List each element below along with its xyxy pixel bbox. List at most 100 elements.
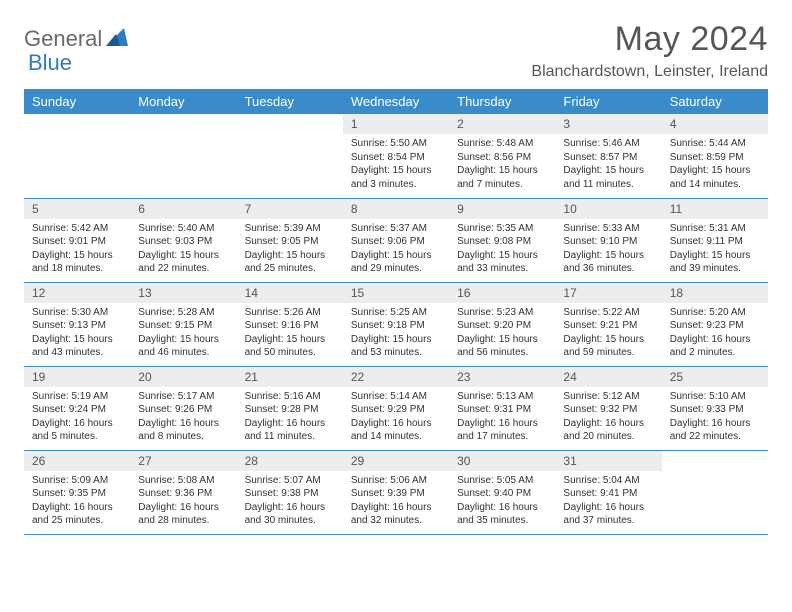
day-number: 3	[555, 114, 661, 134]
day-number: 29	[343, 451, 449, 471]
day-data: Sunrise: 5:48 AMSunset: 8:56 PMDaylight:…	[449, 134, 555, 196]
calendar-week-row: 5Sunrise: 5:42 AMSunset: 9:01 PMDaylight…	[24, 198, 768, 282]
calendar-week-row: 19Sunrise: 5:19 AMSunset: 9:24 PMDayligh…	[24, 366, 768, 450]
calendar-day-cell: 23Sunrise: 5:13 AMSunset: 9:31 PMDayligh…	[449, 366, 555, 450]
day-data: Sunrise: 5:22 AMSunset: 9:21 PMDaylight:…	[555, 303, 661, 365]
day-number: 17	[555, 283, 661, 303]
day-data: Sunrise: 5:37 AMSunset: 9:06 PMDaylight:…	[343, 219, 449, 281]
calendar-day-cell: 26Sunrise: 5:09 AMSunset: 9:35 PMDayligh…	[24, 450, 130, 534]
calendar-day-cell: 8Sunrise: 5:37 AMSunset: 9:06 PMDaylight…	[343, 198, 449, 282]
weekday-header: Saturday	[662, 89, 768, 114]
logo-word2: Blue	[28, 50, 72, 76]
day-number: 4	[662, 114, 768, 134]
day-number: 19	[24, 367, 130, 387]
calendar-day-cell: 29Sunrise: 5:06 AMSunset: 9:39 PMDayligh…	[343, 450, 449, 534]
calendar-day-cell: 5Sunrise: 5:42 AMSunset: 9:01 PMDaylight…	[24, 198, 130, 282]
day-number: 28	[237, 451, 343, 471]
day-number: 12	[24, 283, 130, 303]
calendar-week-row: 1Sunrise: 5:50 AMSunset: 8:54 PMDaylight…	[24, 114, 768, 198]
day-number: 20	[130, 367, 236, 387]
logo-mark-icon	[106, 28, 128, 51]
day-data: Sunrise: 5:28 AMSunset: 9:15 PMDaylight:…	[130, 303, 236, 365]
day-number: 10	[555, 199, 661, 219]
calendar-day-cell: 4Sunrise: 5:44 AMSunset: 8:59 PMDaylight…	[662, 114, 768, 198]
day-number: 21	[237, 367, 343, 387]
day-number: 23	[449, 367, 555, 387]
day-data: Sunrise: 5:33 AMSunset: 9:10 PMDaylight:…	[555, 219, 661, 281]
calendar-day-cell: 20Sunrise: 5:17 AMSunset: 9:26 PMDayligh…	[130, 366, 236, 450]
day-data: Sunrise: 5:06 AMSunset: 9:39 PMDaylight:…	[343, 471, 449, 533]
calendar-day-cell: 27Sunrise: 5:08 AMSunset: 9:36 PMDayligh…	[130, 450, 236, 534]
day-data: Sunrise: 5:40 AMSunset: 9:03 PMDaylight:…	[130, 219, 236, 281]
weekday-header: Sunday	[24, 89, 130, 114]
calendar-day-cell: 9Sunrise: 5:35 AMSunset: 9:08 PMDaylight…	[449, 198, 555, 282]
day-number: 8	[343, 199, 449, 219]
weekday-header: Thursday	[449, 89, 555, 114]
day-number: 16	[449, 283, 555, 303]
weekday-header: Wednesday	[343, 89, 449, 114]
calendar-day-cell: 6Sunrise: 5:40 AMSunset: 9:03 PMDaylight…	[130, 198, 236, 282]
calendar-day-cell: 22Sunrise: 5:14 AMSunset: 9:29 PMDayligh…	[343, 366, 449, 450]
day-number: 11	[662, 199, 768, 219]
day-data: Sunrise: 5:14 AMSunset: 9:29 PMDaylight:…	[343, 387, 449, 449]
calendar-day-cell: 10Sunrise: 5:33 AMSunset: 9:10 PMDayligh…	[555, 198, 661, 282]
day-number: 27	[130, 451, 236, 471]
weekday-header-row: SundayMondayTuesdayWednesdayThursdayFrid…	[24, 89, 768, 114]
calendar-table: SundayMondayTuesdayWednesdayThursdayFrid…	[24, 89, 768, 535]
header: General May 2024 Blanchardstown, Leinste…	[24, 20, 768, 81]
day-number: 25	[662, 367, 768, 387]
calendar-day-cell: 18Sunrise: 5:20 AMSunset: 9:23 PMDayligh…	[662, 282, 768, 366]
day-data: Sunrise: 5:26 AMSunset: 9:16 PMDaylight:…	[237, 303, 343, 365]
calendar-day-cell: 31Sunrise: 5:04 AMSunset: 9:41 PMDayligh…	[555, 450, 661, 534]
day-data: Sunrise: 5:39 AMSunset: 9:05 PMDaylight:…	[237, 219, 343, 281]
calendar-day-cell: 25Sunrise: 5:10 AMSunset: 9:33 PMDayligh…	[662, 366, 768, 450]
day-data: Sunrise: 5:42 AMSunset: 9:01 PMDaylight:…	[24, 219, 130, 281]
day-data: Sunrise: 5:31 AMSunset: 9:11 PMDaylight:…	[662, 219, 768, 281]
calendar-day-cell: 19Sunrise: 5:19 AMSunset: 9:24 PMDayligh…	[24, 366, 130, 450]
calendar-day-cell: 16Sunrise: 5:23 AMSunset: 9:20 PMDayligh…	[449, 282, 555, 366]
day-number: 1	[343, 114, 449, 134]
day-number: 30	[449, 451, 555, 471]
day-number: 13	[130, 283, 236, 303]
calendar-day-cell: 12Sunrise: 5:30 AMSunset: 9:13 PMDayligh…	[24, 282, 130, 366]
calendar-day-cell	[130, 114, 236, 198]
weekday-header: Tuesday	[237, 89, 343, 114]
calendar-body: 1Sunrise: 5:50 AMSunset: 8:54 PMDaylight…	[24, 114, 768, 534]
day-data: Sunrise: 5:13 AMSunset: 9:31 PMDaylight:…	[449, 387, 555, 449]
calendar-day-cell: 30Sunrise: 5:05 AMSunset: 9:40 PMDayligh…	[449, 450, 555, 534]
calendar-day-cell: 2Sunrise: 5:48 AMSunset: 8:56 PMDaylight…	[449, 114, 555, 198]
calendar-day-cell: 13Sunrise: 5:28 AMSunset: 9:15 PMDayligh…	[130, 282, 236, 366]
day-number: 26	[24, 451, 130, 471]
day-number: 6	[130, 199, 236, 219]
day-data: Sunrise: 5:25 AMSunset: 9:18 PMDaylight:…	[343, 303, 449, 365]
day-data: Sunrise: 5:12 AMSunset: 9:32 PMDaylight:…	[555, 387, 661, 449]
calendar-day-cell: 11Sunrise: 5:31 AMSunset: 9:11 PMDayligh…	[662, 198, 768, 282]
day-number: 2	[449, 114, 555, 134]
day-number: 22	[343, 367, 449, 387]
day-number: 14	[237, 283, 343, 303]
logo-line2: Blue	[28, 44, 72, 76]
title-block: May 2024 Blanchardstown, Leinster, Irela…	[531, 20, 768, 81]
calendar-day-cell: 15Sunrise: 5:25 AMSunset: 9:18 PMDayligh…	[343, 282, 449, 366]
day-data: Sunrise: 5:10 AMSunset: 9:33 PMDaylight:…	[662, 387, 768, 449]
calendar-week-row: 26Sunrise: 5:09 AMSunset: 9:35 PMDayligh…	[24, 450, 768, 534]
calendar-day-cell: 14Sunrise: 5:26 AMSunset: 9:16 PMDayligh…	[237, 282, 343, 366]
day-number: 9	[449, 199, 555, 219]
day-data: Sunrise: 5:23 AMSunset: 9:20 PMDaylight:…	[449, 303, 555, 365]
day-data: Sunrise: 5:44 AMSunset: 8:59 PMDaylight:…	[662, 134, 768, 196]
day-data: Sunrise: 5:35 AMSunset: 9:08 PMDaylight:…	[449, 219, 555, 281]
weekday-header: Monday	[130, 89, 236, 114]
calendar-day-cell	[24, 114, 130, 198]
day-data: Sunrise: 5:50 AMSunset: 8:54 PMDaylight:…	[343, 134, 449, 196]
calendar-day-cell	[237, 114, 343, 198]
day-data: Sunrise: 5:17 AMSunset: 9:26 PMDaylight:…	[130, 387, 236, 449]
day-number: 7	[237, 199, 343, 219]
day-number: 15	[343, 283, 449, 303]
calendar-day-cell	[662, 450, 768, 534]
day-data: Sunrise: 5:08 AMSunset: 9:36 PMDaylight:…	[130, 471, 236, 533]
day-data: Sunrise: 5:20 AMSunset: 9:23 PMDaylight:…	[662, 303, 768, 365]
calendar-day-cell: 17Sunrise: 5:22 AMSunset: 9:21 PMDayligh…	[555, 282, 661, 366]
day-data: Sunrise: 5:30 AMSunset: 9:13 PMDaylight:…	[24, 303, 130, 365]
location: Blanchardstown, Leinster, Ireland	[531, 63, 768, 81]
day-number: 24	[555, 367, 661, 387]
